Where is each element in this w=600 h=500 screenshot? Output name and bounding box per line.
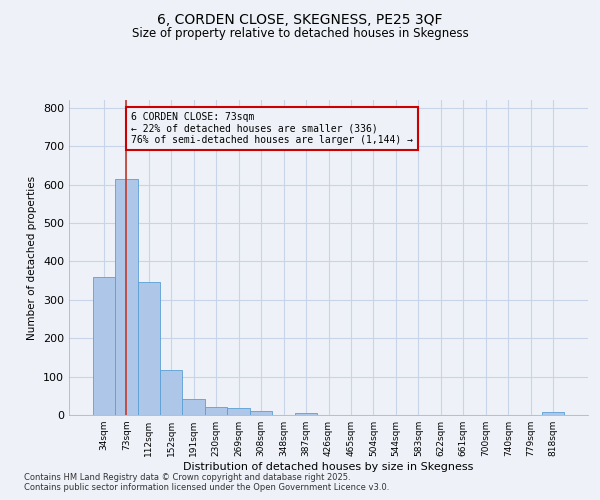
Bar bbox=[295, 413, 317, 415]
Text: Contains public sector information licensed under the Open Government Licence v3: Contains public sector information licen… bbox=[24, 484, 389, 492]
Text: 6 CORDEN CLOSE: 73sqm
← 22% of detached houses are smaller (336)
76% of semi-det: 6 CORDEN CLOSE: 73sqm ← 22% of detached … bbox=[131, 112, 413, 144]
Bar bbox=[137, 282, 160, 415]
Text: Size of property relative to detached houses in Skegness: Size of property relative to detached ho… bbox=[131, 28, 469, 40]
Text: 6, CORDEN CLOSE, SKEGNESS, PE25 3QF: 6, CORDEN CLOSE, SKEGNESS, PE25 3QF bbox=[157, 12, 443, 26]
Y-axis label: Number of detached properties: Number of detached properties bbox=[28, 176, 37, 340]
Bar bbox=[92, 276, 115, 415]
Bar bbox=[205, 408, 227, 415]
Bar bbox=[542, 412, 565, 415]
Bar bbox=[115, 179, 137, 415]
Bar bbox=[250, 411, 272, 415]
Bar bbox=[227, 408, 250, 415]
X-axis label: Distribution of detached houses by size in Skegness: Distribution of detached houses by size … bbox=[184, 462, 473, 472]
Bar bbox=[160, 370, 182, 415]
Text: Contains HM Land Registry data © Crown copyright and database right 2025.: Contains HM Land Registry data © Crown c… bbox=[24, 474, 350, 482]
Bar bbox=[182, 399, 205, 415]
